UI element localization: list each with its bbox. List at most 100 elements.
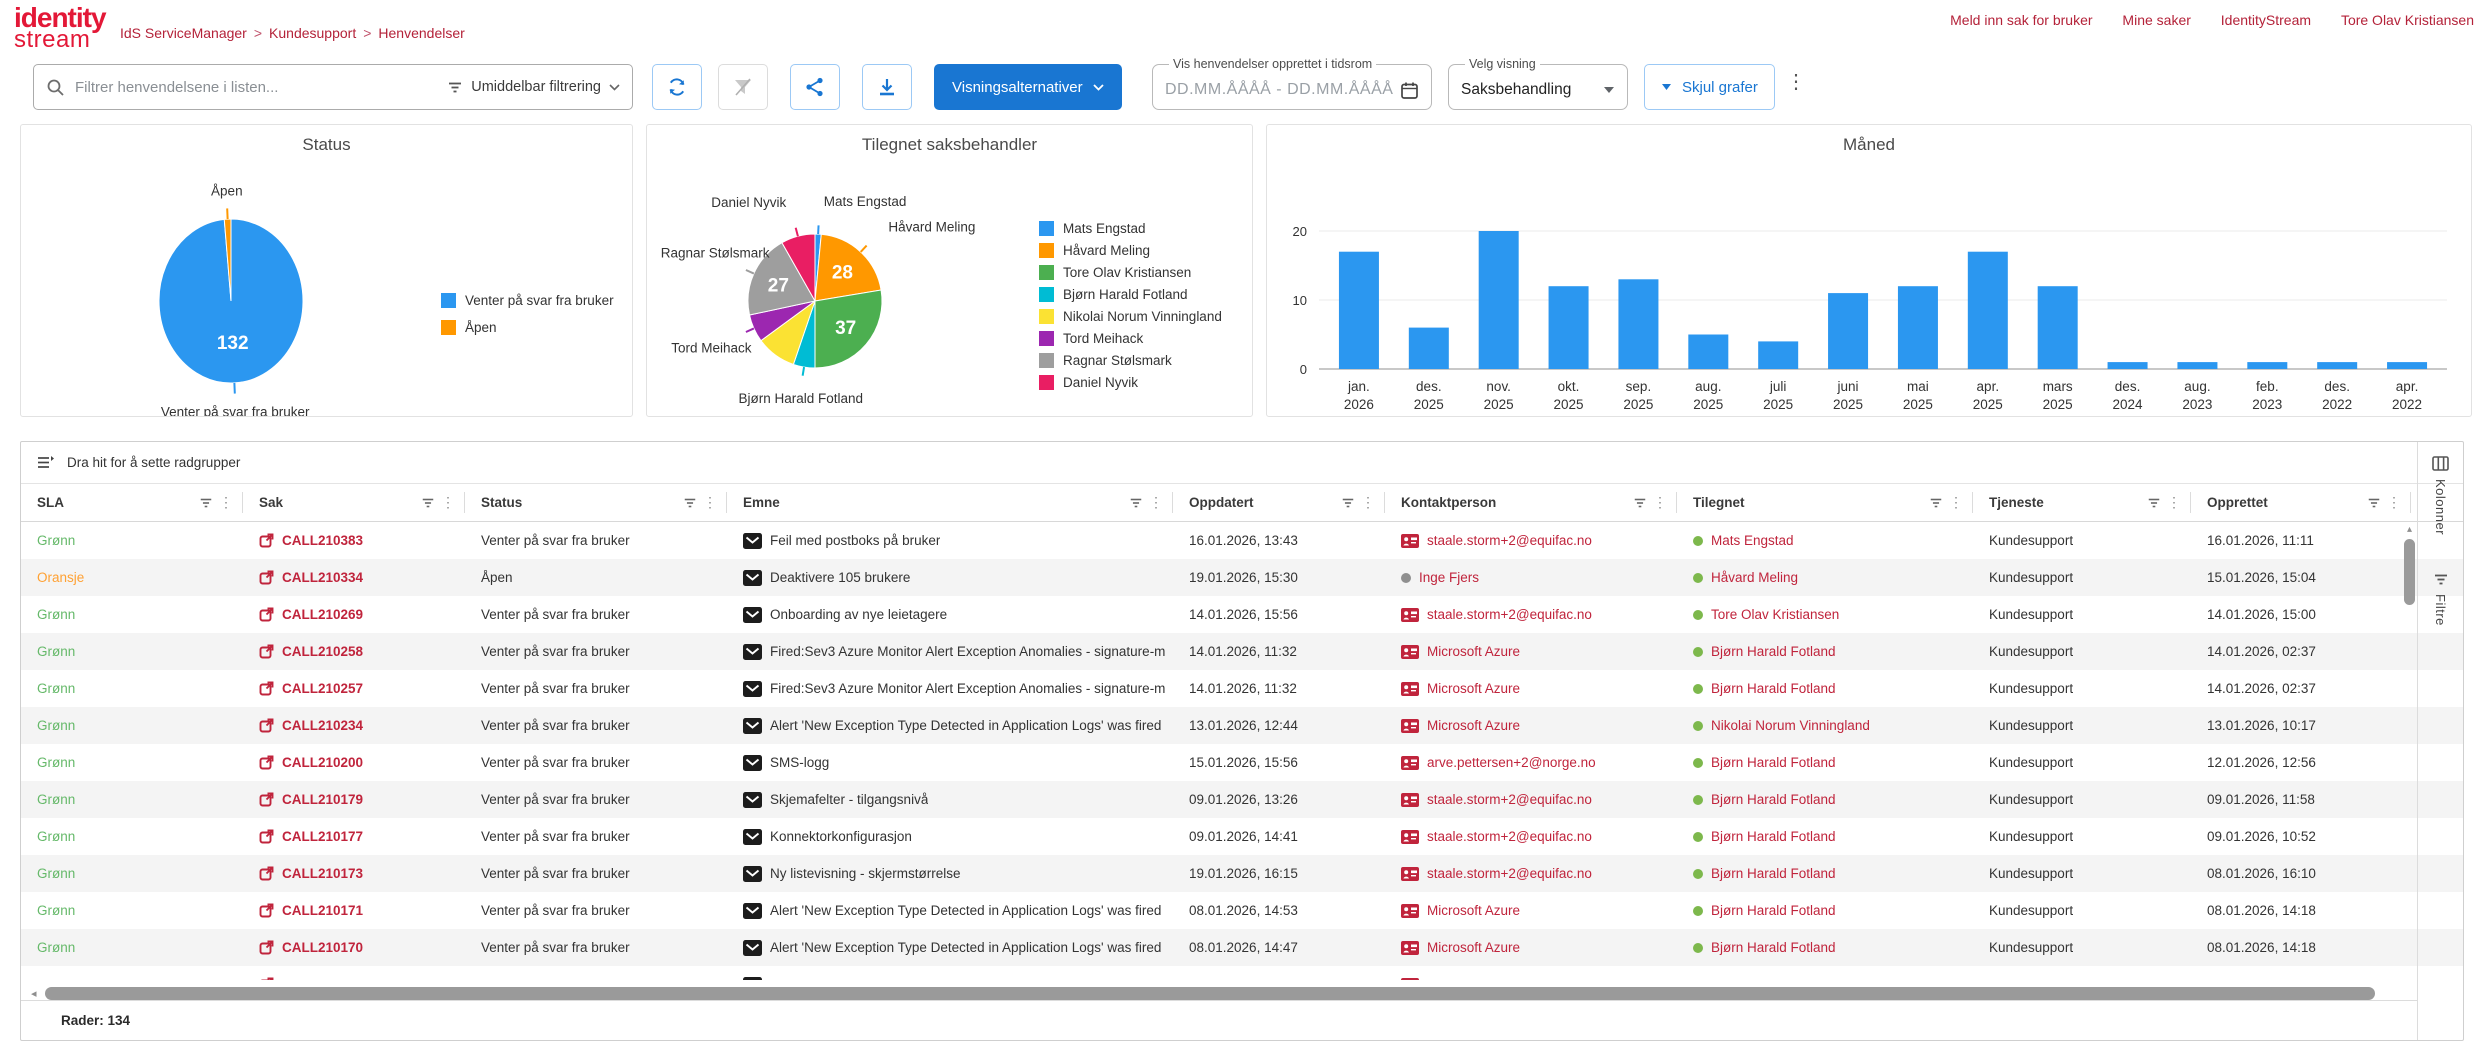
contact-value[interactable]: Microsoft Azure bbox=[1427, 940, 1520, 955]
bar-apr.2025[interactable] bbox=[1968, 252, 2008, 369]
column-header-status[interactable]: Status⋮ bbox=[465, 484, 727, 521]
column-header-tjeneste[interactable]: Tjeneste⋮ bbox=[1973, 484, 2191, 521]
column-menu-icon[interactable]: ⋮ bbox=[219, 494, 233, 511]
contact-value[interactable]: Microsoft Azure bbox=[1427, 681, 1520, 696]
case-link[interactable]: CALL210177 bbox=[282, 829, 363, 844]
table-row[interactable]: GrønnCALL210177Venter på svar fra bruker… bbox=[21, 818, 2463, 855]
clear-filter-button[interactable] bbox=[718, 64, 768, 110]
tab-filtre[interactable]: Filtre bbox=[2433, 573, 2449, 626]
search-input[interactable]: Filtrer henvendelsene i listen... Umidde… bbox=[33, 64, 633, 110]
table-row[interactable]: GrønnCALL210257Venter på svar fra bruker… bbox=[21, 670, 2463, 707]
column-filter-icon[interactable] bbox=[2147, 497, 2161, 509]
legend-item[interactable]: Daniel Nyvik bbox=[1039, 375, 1222, 390]
assignee-value[interactable]: Nikolai Norum Vinningland bbox=[1711, 718, 1870, 733]
assignee-value[interactable]: Bjørn Harald Fotland bbox=[1711, 903, 1836, 918]
legend-item[interactable]: Venter på svar fra bruker bbox=[441, 293, 614, 308]
case-link[interactable]: CALL210269 bbox=[282, 607, 363, 622]
share-button[interactable] bbox=[790, 64, 840, 110]
legend-item[interactable]: Mats Engstad bbox=[1039, 221, 1222, 236]
breadcrumb-kundesupport[interactable]: Kundesupport bbox=[269, 25, 356, 41]
table-row[interactable]: GrønnCALL210173Venter på svar fra bruker… bbox=[21, 855, 2463, 892]
bar-des.2025[interactable] bbox=[1409, 328, 1449, 369]
column-filter-icon[interactable] bbox=[1929, 497, 1943, 509]
contact-value[interactable]: Microsoft Azure bbox=[1427, 718, 1520, 733]
assignee-value[interactable]: Bjørn Harald Fotland bbox=[1711, 644, 1836, 659]
vertical-scroll-thumb[interactable] bbox=[2404, 539, 2415, 605]
case-link[interactable]: CALL210383 bbox=[282, 533, 363, 548]
assignee-value[interactable]: Bjørn Harald Fotland bbox=[1711, 866, 1836, 881]
bar-aug.2023[interactable] bbox=[2177, 362, 2217, 369]
link-identitystream[interactable]: IdentityStream bbox=[2221, 12, 2311, 28]
table-row[interactable]: GrønnCALL210258Venter på svar fra bruker… bbox=[21, 633, 2463, 670]
legend-item[interactable]: Bjørn Harald Fotland bbox=[1039, 287, 1222, 302]
case-link[interactable]: CALL210234 bbox=[282, 718, 363, 733]
horizontal-scrollbar[interactable]: ◂ bbox=[21, 986, 2463, 1001]
bar-nov.2025[interactable] bbox=[1479, 231, 1519, 369]
calendar-icon[interactable] bbox=[1400, 81, 1419, 100]
assignee-value[interactable]: Bjørn Harald Fotland bbox=[1711, 940, 1836, 955]
assignee-value[interactable]: Bjørn Harald Fotland bbox=[1711, 792, 1836, 807]
contact-value[interactable]: Microsoft Azure bbox=[1427, 644, 1520, 659]
case-link[interactable]: CALL210171 bbox=[282, 903, 363, 918]
column-header-kontaktperson[interactable]: Kontaktperson⋮ bbox=[1385, 484, 1677, 521]
column-menu-icon[interactable]: ⋮ bbox=[1149, 494, 1163, 511]
contact-value[interactable]: staale.storm+2@equifac.no bbox=[1427, 792, 1592, 807]
refresh-button[interactable] bbox=[652, 64, 702, 110]
column-filter-icon[interactable] bbox=[2367, 497, 2381, 509]
case-link[interactable]: CALL210257 bbox=[282, 681, 363, 696]
bar-des.2024[interactable] bbox=[2108, 362, 2148, 369]
table-row[interactable]: GrønnCALL210200Venter på svar fra bruker… bbox=[21, 744, 2463, 781]
assignee-value[interactable]: Håvard Meling bbox=[1711, 570, 1798, 585]
table-row[interactable]: GrønnCALL210269Venter på svar fra bruker… bbox=[21, 596, 2463, 633]
column-header-emne[interactable]: Emne⋮ bbox=[727, 484, 1173, 521]
column-menu-icon[interactable]: ⋮ bbox=[1361, 494, 1375, 511]
column-header-tilegnet[interactable]: Tilegnet⋮ bbox=[1677, 484, 1973, 521]
legend-item[interactable]: Håvard Meling bbox=[1039, 243, 1222, 258]
table-row[interactable]: GrønnCALL210383Venter på svar fra bruker… bbox=[21, 522, 2463, 559]
bar-aug.2025[interactable] bbox=[1688, 335, 1728, 370]
assignee-value[interactable]: Bjørn Harald Fotland bbox=[1711, 829, 1836, 844]
row-group-dropzone[interactable]: Dra hit for å sette radgrupper bbox=[21, 442, 2463, 484]
column-header-sla[interactable]: SLA⋮ bbox=[21, 484, 243, 521]
table-row-partial[interactable] bbox=[21, 966, 2463, 980]
instant-filter-dropdown[interactable]: Umiddelbar filtrering bbox=[447, 79, 620, 95]
assignee-value[interactable]: Bjørn Harald Fotland bbox=[1711, 681, 1836, 696]
bar-mars2025[interactable] bbox=[2038, 286, 2078, 369]
column-menu-icon[interactable]: ⋮ bbox=[703, 494, 717, 511]
legend-item[interactable]: Tore Olav Kristiansen bbox=[1039, 265, 1222, 280]
case-link[interactable]: CALL210179 bbox=[282, 792, 363, 807]
bar-juli2025[interactable] bbox=[1758, 341, 1798, 369]
legend-item[interactable]: Tord Meihack bbox=[1039, 331, 1222, 346]
column-filter-icon[interactable] bbox=[421, 497, 435, 509]
legend-item[interactable]: Åpen bbox=[441, 320, 614, 335]
case-link[interactable]: CALL210200 bbox=[282, 755, 363, 770]
column-header-opprettet[interactable]: Opprettet⋮ bbox=[2191, 484, 2411, 521]
bar-feb.2023[interactable] bbox=[2247, 362, 2287, 369]
view-select[interactable]: Velg visning Saksbehandling bbox=[1448, 57, 1628, 110]
status-pie-chart[interactable]: 132Venter på svar fra brukerÅpen bbox=[21, 161, 633, 416]
assignee-value[interactable]: Bjørn Harald Fotland bbox=[1711, 755, 1836, 770]
month-bar-chart[interactable]: 01020jan.2026des.2025nov.2025okt.2025sep… bbox=[1267, 161, 2457, 416]
contact-value[interactable]: Inge Fjers bbox=[1419, 570, 1479, 585]
column-filter-icon[interactable] bbox=[199, 497, 213, 509]
scroll-up-arrow-icon[interactable]: ▴ bbox=[2403, 523, 2416, 537]
table-row[interactable]: GrønnCALL210179Venter på svar fra bruker… bbox=[21, 781, 2463, 818]
case-link[interactable]: CALL210173 bbox=[282, 866, 363, 881]
view-options-button[interactable]: Visningsalternativer bbox=[934, 64, 1122, 110]
assignee-value[interactable]: Tore Olav Kristiansen bbox=[1711, 607, 1839, 622]
column-menu-icon[interactable]: ⋮ bbox=[1949, 494, 1963, 511]
column-menu-icon[interactable]: ⋮ bbox=[1653, 494, 1667, 511]
identitystream-logo[interactable]: identity stream bbox=[14, 4, 106, 52]
legend-item[interactable]: Ragnar Stølsmark bbox=[1039, 353, 1222, 368]
legend-item[interactable]: Nikolai Norum Vinningland bbox=[1039, 309, 1222, 324]
case-link[interactable]: CALL210170 bbox=[282, 940, 363, 955]
column-filter-icon[interactable] bbox=[1633, 497, 1647, 509]
table-row[interactable]: GrønnCALL210234Venter på svar fra bruker… bbox=[21, 707, 2463, 744]
contact-value[interactable]: staale.storm+2@equifac.no bbox=[1427, 866, 1592, 881]
vertical-scrollbar[interactable]: ▴ bbox=[2403, 523, 2416, 981]
link-meld-inn-sak[interactable]: Meld inn sak for bruker bbox=[1950, 12, 2092, 28]
column-menu-icon[interactable]: ⋮ bbox=[2167, 494, 2181, 511]
tab-kolonner[interactable]: Kolonner bbox=[2432, 456, 2449, 535]
bar-apr.2022[interactable] bbox=[2387, 362, 2427, 369]
bar-juni2025[interactable] bbox=[1828, 293, 1868, 369]
